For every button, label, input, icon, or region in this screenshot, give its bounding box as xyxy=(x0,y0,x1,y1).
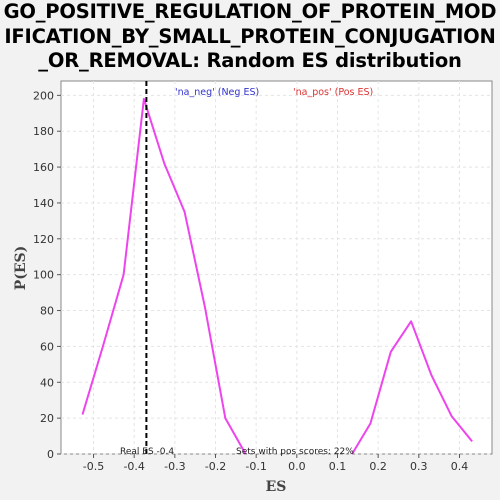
y-axis-title: P(ES) xyxy=(13,246,29,291)
chart-title-line-3: _OR_REMOVAL: Random ES distribution xyxy=(38,49,462,72)
series-line-neg xyxy=(81,97,247,455)
x-tick-label: -0.3 xyxy=(164,460,185,473)
y-tick-label: 80 xyxy=(40,305,54,318)
x-axis-ticks: -0.5 -0.4 -0.3 -0.2 -0.1 0.0 0.1 0.2 0.3 0.4 xyxy=(83,454,468,473)
pos-scores-annotation: Sets with pos scores: 22% xyxy=(236,447,354,457)
y-tick-label: 60 xyxy=(40,340,54,353)
series-lines xyxy=(81,97,473,455)
legend-neg: 'na_neg' (Neg ES) xyxy=(175,87,259,98)
x-tick-label: 0.1 xyxy=(329,460,347,473)
y-tick-label: 160 xyxy=(33,161,54,174)
chart-title-line-2: IFICATION_BY_SMALL_PROTEIN_CONJUGATION xyxy=(4,24,496,48)
x-tick-label: -0.5 xyxy=(83,460,104,473)
series-line-pos xyxy=(351,320,473,455)
y-tick-label: 100 xyxy=(33,269,54,282)
x-tick-label: -0.1 xyxy=(245,460,266,473)
x-axis-title: ES xyxy=(266,479,287,495)
chart-title-line-1: GO_POSITIVE_REGULATION_OF_PROTEIN_MOD xyxy=(3,0,497,23)
y-tick-label: 0 xyxy=(47,448,54,461)
x-tick-label: -0.2 xyxy=(205,460,226,473)
y-tick-label: 120 xyxy=(33,233,54,246)
x-tick-label: 0.4 xyxy=(451,460,469,473)
real-es-annotation: Real ES -0.4 xyxy=(120,447,174,457)
x-tick-label: -0.4 xyxy=(123,460,144,473)
x-tick-label: 0.3 xyxy=(410,460,428,473)
y-tick-label: 200 xyxy=(33,89,54,102)
y-tick-label: 40 xyxy=(40,376,54,389)
y-axis-ticks: 0 20 40 60 80 100 120 140 160 180 200 xyxy=(33,89,61,461)
x-tick-label: 0.0 xyxy=(288,460,306,473)
grid-lines xyxy=(61,81,492,455)
y-tick-label: 140 xyxy=(33,197,54,210)
y-tick-label: 20 xyxy=(40,412,54,425)
legend-pos: 'na_pos' (Pos ES) xyxy=(293,87,373,98)
plot-area xyxy=(60,80,493,455)
chart-title: GO_POSITIVE_REGULATION_OF_PROTEIN_MOD IF… xyxy=(0,0,500,74)
x-tick-label: 0.2 xyxy=(369,460,387,473)
y-tick-label: 180 xyxy=(33,125,54,138)
